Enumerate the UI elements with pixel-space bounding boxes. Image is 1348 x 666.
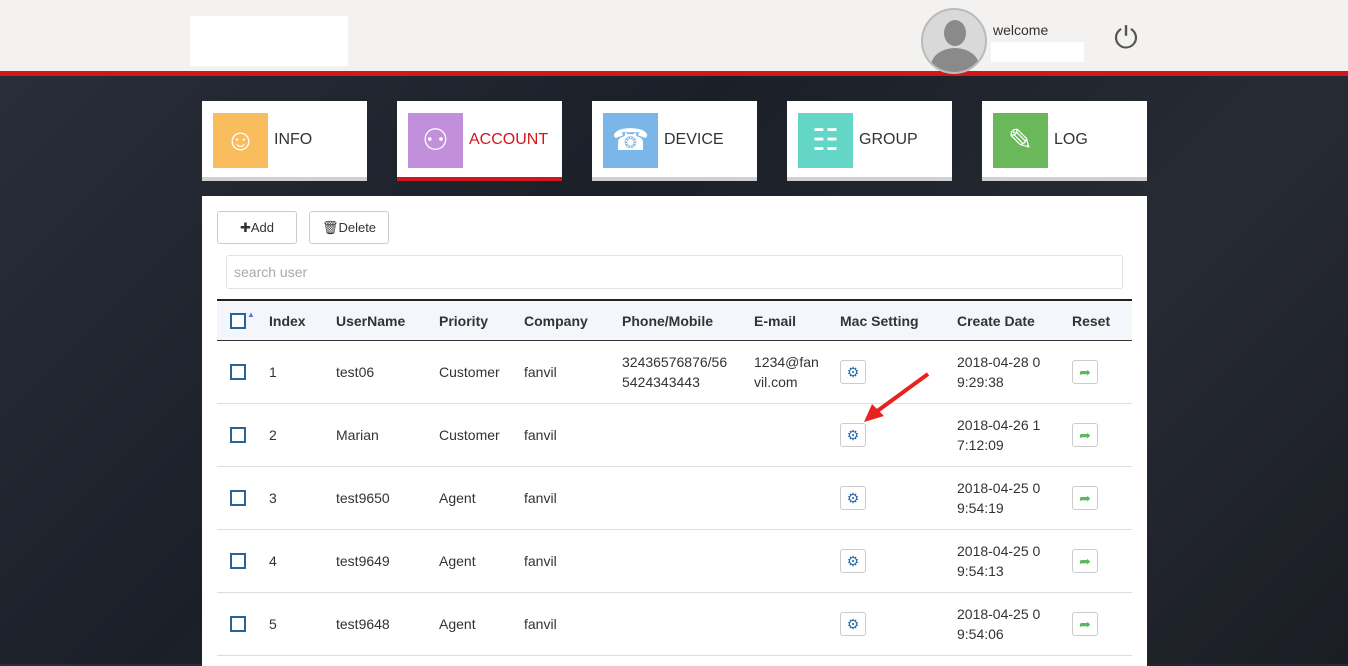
sort-icon[interactable]: ▲ — [247, 310, 255, 319]
mac-setting-gear-icon[interactable]: ⚙ — [840, 360, 866, 384]
cell-create-date: 2018-04-25 0 9:54:06 — [957, 606, 1041, 642]
reset-share-icon[interactable]: ➦ — [1072, 486, 1098, 510]
table-header: ▲ Index UserName Priority Company Phone/Mobi… — [217, 299, 1132, 341]
cell-username: test9648 — [336, 616, 390, 632]
nav-tile-info[interactable]: ☺ INFO — [202, 101, 367, 181]
nav-label: LOG — [1054, 131, 1088, 148]
mac-setting-gear-icon[interactable]: ⚙ — [840, 423, 866, 447]
column-header-mac-setting[interactable]: Mac Setting — [840, 312, 919, 329]
cell-priority: Customer — [439, 427, 500, 443]
select-all-checkbox[interactable] — [230, 312, 246, 329]
power-icon[interactable]: ⏻ — [1114, 22, 1138, 55]
top-header: welcome ⏻ — [0, 0, 1348, 76]
cell-create-date: 2018-04-26 1 7:12:09 — [957, 417, 1041, 453]
table-row: 2 Marian Customer fanvil ⚙ 2018-04-26 1 … — [217, 404, 1132, 467]
table-row: 1 test06 Customer fanvil 32436576876/56 … — [217, 341, 1132, 404]
column-header-company[interactable]: Company — [524, 312, 588, 329]
column-header-index[interactable]: Index — [269, 312, 306, 329]
user-icon: ☺ — [213, 113, 268, 168]
table-row: 4 test9649 Agent fanvil ⚙ 2018-04-25 0 9… — [217, 530, 1132, 593]
document-icon: ✎ — [993, 113, 1048, 168]
column-header-priority[interactable]: Priority — [439, 312, 489, 329]
nav-label: GROUP — [859, 131, 918, 148]
server-icon: ☷ — [798, 113, 853, 168]
users-icon: ⚇ — [408, 113, 463, 168]
cell-priority: Agent — [439, 616, 476, 632]
nav-tile-device[interactable]: ☎ DEVICE — [592, 101, 757, 181]
cell-priority: Agent — [439, 553, 476, 569]
cell-create-date: 2018-04-25 0 9:54:13 — [957, 543, 1041, 579]
cell-username: test9650 — [336, 490, 390, 506]
mac-setting-gear-icon[interactable]: ⚙ — [840, 486, 866, 510]
mac-setting-gear-icon[interactable]: ⚙ — [840, 612, 866, 636]
cell-username: test06 — [336, 364, 375, 380]
add-button[interactable]: ✚Add — [217, 211, 297, 244]
delete-button[interactable]: 🗑Delete — [309, 211, 389, 244]
cell-create-date: 2018-04-25 0 9:54:19 — [957, 480, 1041, 516]
telephone-icon: ☎ — [603, 113, 658, 168]
cell-priority: Agent — [439, 490, 476, 506]
cell-email: 1234@fan vil.com — [754, 354, 819, 390]
cell-create-date: 2018-04-28 0 9:29:38 — [957, 354, 1041, 390]
cell-phone: 32436576876/56 5424343443 — [622, 354, 728, 390]
user-table: ▲ Index UserName Priority Company Phone/Mobi… — [217, 299, 1132, 656]
welcome-text: welcome — [993, 22, 1049, 38]
cell-username: test9649 — [336, 553, 390, 569]
username-display — [991, 42, 1084, 62]
column-header-phone-mobile[interactable]: Phone/Mobile — [622, 312, 713, 329]
row-checkbox[interactable] — [230, 616, 246, 632]
mac-setting-gear-icon[interactable]: ⚙ — [840, 549, 866, 573]
row-checkbox[interactable] — [230, 364, 246, 380]
column-header-username[interactable]: UserName — [336, 312, 406, 329]
row-checkbox[interactable] — [230, 553, 246, 569]
nav-tile-group[interactable]: ☷ GROUP — [787, 101, 952, 181]
cell-company: fanvil — [524, 364, 557, 380]
row-checkbox[interactable] — [230, 490, 246, 506]
cell-company: fanvil — [524, 427, 557, 443]
cell-company: fanvil — [524, 490, 557, 506]
reset-share-icon[interactable]: ➦ — [1072, 423, 1098, 447]
reset-share-icon[interactable]: ➦ — [1072, 360, 1098, 384]
reset-share-icon[interactable]: ➦ — [1072, 612, 1098, 636]
cell-priority: Customer — [439, 364, 500, 380]
table-row: 5 test9648 Agent fanvil ⚙ 2018-04-25 0 9… — [217, 593, 1132, 656]
table-row: 3 test9650 Agent fanvil ⚙ 2018-04-25 0 9… — [217, 467, 1132, 530]
cell-index: 4 — [269, 553, 277, 569]
reset-share-icon[interactable]: ➦ — [1072, 549, 1098, 573]
cell-index: 5 — [269, 616, 277, 632]
cell-index: 1 — [269, 364, 277, 380]
avatar — [921, 8, 987, 74]
row-checkbox[interactable] — [230, 427, 246, 443]
cell-index: 3 — [269, 490, 277, 506]
cell-username: Marian — [336, 427, 379, 443]
nav-label: INFO — [274, 131, 313, 148]
account-panel: ✚Add 🗑Delete ▲ Index UserName Priority Comp… — [202, 196, 1147, 666]
logo — [190, 16, 348, 66]
cell-company: fanvil — [524, 553, 557, 569]
nav-label: ACCOUNT — [469, 131, 549, 148]
search-input[interactable] — [226, 255, 1123, 289]
nav-label: DEVICE — [664, 131, 724, 148]
column-header-reset[interactable]: Reset — [1072, 312, 1111, 329]
column-header-e-mail[interactable]: E-mail — [754, 312, 797, 329]
cell-company: fanvil — [524, 616, 557, 632]
nav-tile-account[interactable]: ⚇ ACCOUNT — [397, 101, 562, 181]
nav-tile-log[interactable]: ✎ LOG — [982, 101, 1147, 181]
cell-index: 2 — [269, 427, 277, 443]
column-header-create-date[interactable]: Create Date — [957, 312, 1035, 329]
